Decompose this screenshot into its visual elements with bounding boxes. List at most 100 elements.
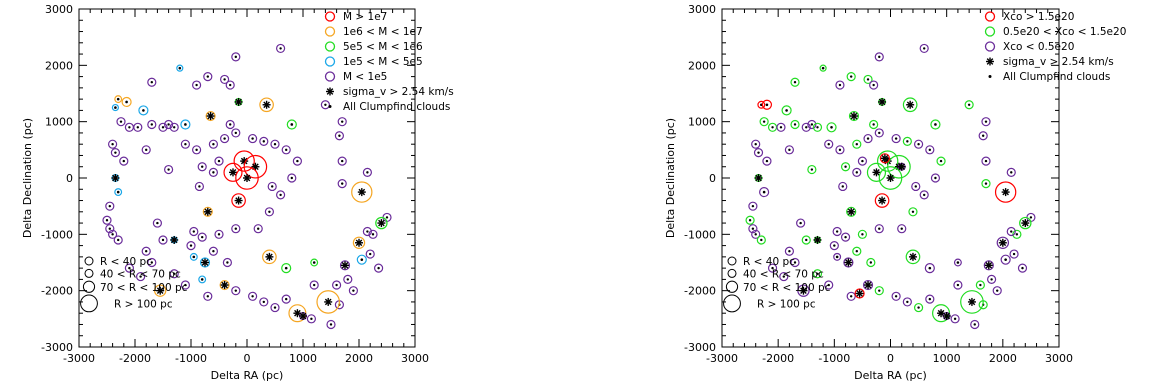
cloud-dot <box>150 123 153 126</box>
legend-circle-marker <box>984 41 996 52</box>
sigma-star-marker <box>355 238 363 247</box>
cloud-circle-small <box>197 162 207 172</box>
cloud-circle-small <box>362 167 372 177</box>
sigma-star-marker <box>156 286 165 295</box>
cloud-dot <box>262 300 265 304</box>
legend-label: 5e5 < M < 1e6 <box>343 41 423 53</box>
cloud-circle-small <box>874 286 884 296</box>
x-tick-label: 3000 <box>1045 352 1073 365</box>
sigma-star-marker <box>872 168 881 177</box>
cloud-circle <box>833 252 842 261</box>
cloud-dot <box>268 210 271 213</box>
cloud-dot <box>771 126 774 129</box>
cloud-circle-small <box>158 122 168 132</box>
cloud-dot <box>352 289 355 292</box>
cloud-circle-small <box>220 74 230 85</box>
sigma-star-marker <box>754 174 763 182</box>
cloud-circle <box>874 193 890 208</box>
y-tick-label: 3000 <box>688 3 716 16</box>
cloud-circle-small <box>222 257 232 268</box>
cloud-circle-small <box>891 133 901 144</box>
cloud-dot <box>906 300 909 304</box>
cloud-dot <box>156 221 159 225</box>
cloud-dot <box>838 148 842 152</box>
cloud-dot <box>279 193 282 197</box>
legend-label: M > 1e7 <box>343 11 387 23</box>
x-tick-label: 3000 <box>401 352 429 365</box>
cloud-circle-small <box>281 145 291 155</box>
cloud-dot <box>290 123 294 126</box>
sigma-star-marker <box>864 281 873 290</box>
cloud-dot <box>136 126 139 129</box>
cloud-circle <box>878 166 903 190</box>
sigma-star-marker <box>234 196 243 205</box>
cloud-circle <box>854 288 865 299</box>
cloud-dot <box>296 159 299 163</box>
cloud-circle-small <box>863 133 873 144</box>
x-axis-title: Delta RA (pc) <box>854 369 927 382</box>
size-legend-label: 70 < R < 100 pc <box>100 282 188 294</box>
cloud-circle-small <box>334 131 344 141</box>
cloud-dot <box>788 148 791 152</box>
cloud-circle-small <box>152 218 162 228</box>
cloud-circle <box>761 99 773 110</box>
cloud-circle-small <box>756 235 766 245</box>
cloud-dot <box>810 123 814 126</box>
cloud-circle <box>205 110 216 122</box>
cloud-circle-small <box>992 286 1002 296</box>
sigma-star-marker <box>262 100 271 109</box>
cloud-circle-small <box>779 271 789 282</box>
cloud-dot <box>111 233 114 236</box>
size-legend-label: R > 100 pc <box>757 298 816 310</box>
cloud-circle-small <box>225 119 235 130</box>
cloud-dot <box>279 47 282 50</box>
cloud-dot <box>312 261 316 264</box>
cloud-circle-small <box>981 156 991 166</box>
cloud-dot <box>979 283 982 287</box>
cloud-dot <box>329 323 333 326</box>
y-tick-label: 0 <box>709 172 716 185</box>
cloud-dot <box>346 278 349 281</box>
cloud-dot <box>284 266 288 270</box>
sigma-star-marker <box>251 162 260 171</box>
cloud-dot <box>206 75 209 78</box>
y-tick-label: 2000 <box>45 59 73 72</box>
cloud-dot <box>785 109 788 112</box>
sigma-star-marker <box>878 97 887 106</box>
cloud-dot <box>366 230 369 233</box>
cloud-dot <box>1004 258 1007 261</box>
cloud-circle-small <box>796 218 806 228</box>
x-tick-label: 1000 <box>289 352 317 365</box>
cloud-dot <box>762 190 766 194</box>
cloud-dot <box>833 244 836 247</box>
cloud-dot <box>251 295 254 298</box>
cloud-dot <box>855 250 858 253</box>
y-tick-label: 2000 <box>688 59 716 72</box>
cloud-dot <box>816 126 819 129</box>
cloud-circle-small <box>197 232 207 242</box>
cloud-dot <box>816 272 819 275</box>
cloud-dot <box>906 140 909 143</box>
cloud-circle-small <box>281 294 291 304</box>
size-legend-circle <box>727 256 737 266</box>
cloud-circle-small <box>857 156 868 166</box>
size-legend-circle <box>82 280 96 293</box>
size-legend-circle <box>84 268 94 278</box>
cloud-circle-small <box>1009 249 1019 259</box>
cloud-circle <box>924 263 935 274</box>
sigma-star-marker <box>206 112 215 121</box>
cloud-dot <box>996 289 999 292</box>
cloud-dot <box>984 159 988 163</box>
cloud-circle-small <box>835 80 845 90</box>
cloud-dot <box>290 176 293 180</box>
sigma-star-marker <box>299 312 307 321</box>
legend-star-marker <box>326 87 334 96</box>
cloud-circle-small <box>852 246 862 256</box>
cloud-circle <box>996 236 1010 250</box>
cloud-dot <box>914 185 917 188</box>
cloud-dot <box>178 66 182 70</box>
cloud-dot <box>117 238 120 242</box>
cloud-circle-small <box>348 286 358 296</box>
sigma-star-marker <box>1001 188 1010 197</box>
